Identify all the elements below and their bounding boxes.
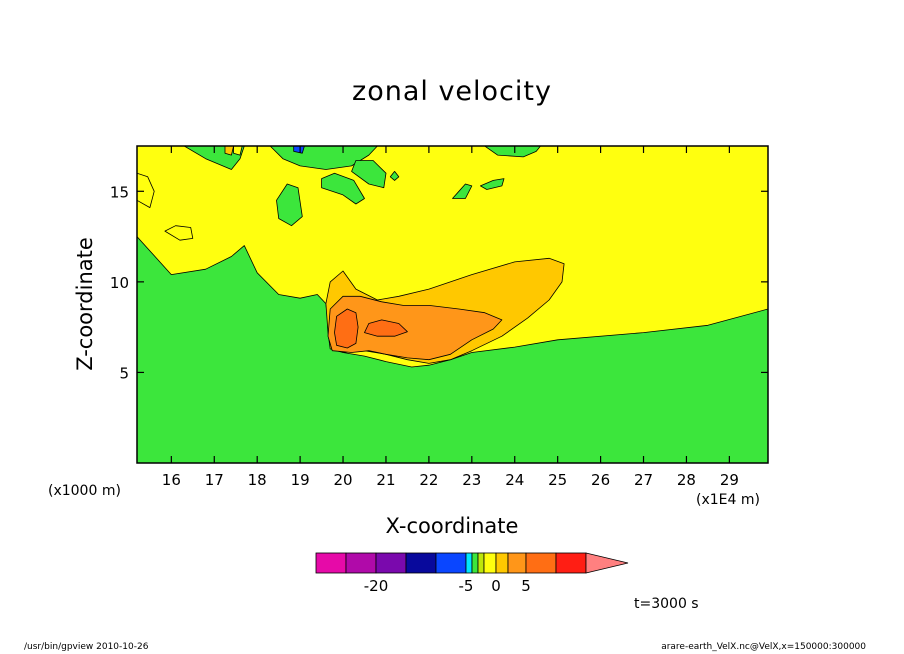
- colorbar-label: -5: [459, 577, 474, 595]
- contour-region-19: [389, 171, 400, 181]
- y-axis-label: Z-coordinate: [73, 237, 97, 371]
- x-tick-label: 21: [376, 471, 395, 489]
- x-axis-unit: (x1E4 m): [696, 492, 760, 508]
- x-tick-label: 22: [419, 471, 438, 489]
- x-axis-label: X-coordinate: [385, 514, 519, 538]
- x-tick-label: 25: [548, 471, 567, 489]
- x-tick-label: 20: [333, 471, 352, 489]
- colorbar-extend-arrow: [585, 552, 629, 574]
- colorbar-bin: [345, 552, 377, 574]
- footer-left: /usr/bin/gpview 2010-10-26: [24, 642, 149, 652]
- y-tick-label: 5: [119, 364, 129, 382]
- colorbar-bin: [555, 552, 587, 574]
- y-tick-label: 10: [110, 274, 129, 292]
- y-tick-label: 15: [110, 183, 129, 201]
- x-tick-label: 29: [720, 471, 739, 489]
- plot-frame: [136, 145, 769, 464]
- x-tick-label: 28: [677, 471, 696, 489]
- colorbar-bin: [315, 552, 347, 574]
- contour-region-10: [364, 319, 408, 337]
- colorbar-bin: [525, 552, 557, 574]
- x-tick-label: 18: [248, 471, 267, 489]
- colorbar-label: 0: [491, 577, 501, 595]
- footer-right: arare-earth_VelX.nc@VelX,x=150000:300000: [661, 642, 866, 652]
- x-tick-label: 19: [291, 471, 310, 489]
- colorbar-label: -20: [364, 577, 389, 595]
- colorbar: -20 -5 0 5: [315, 552, 629, 595]
- contour-region-23: [293, 146, 305, 154]
- colorbar-bin: [465, 552, 473, 574]
- contour-region-9: [334, 308, 359, 349]
- x-tick-label: 27: [634, 471, 653, 489]
- colorbar-bin: [477, 552, 485, 574]
- contour-region-24: [224, 146, 234, 156]
- contour-region-17: [452, 183, 473, 199]
- contour-region-21: [164, 225, 194, 241]
- contour-region-13: [484, 146, 541, 158]
- contour-region-18: [480, 178, 505, 190]
- y-axis-unit: (x1000 m): [48, 483, 121, 499]
- x-tick-label: 17: [205, 471, 224, 489]
- x-tick-label: 26: [591, 471, 610, 489]
- chart-title: zonal velocity: [352, 76, 552, 107]
- colorbar-bin: [507, 552, 527, 574]
- contour-region-20: [137, 172, 155, 208]
- x-tick-label: 23: [462, 471, 481, 489]
- colorbar-bin: [483, 552, 497, 574]
- x-tick-label: 24: [505, 471, 524, 489]
- colorbar-bin: [495, 552, 509, 574]
- contour-layer: [137, 146, 768, 463]
- colorbar-label: 5: [521, 577, 531, 595]
- contour-region-15: [321, 172, 365, 205]
- contour-region-16: [351, 160, 387, 189]
- contour-region-22: [233, 146, 243, 156]
- contour-region-6: [137, 236, 768, 463]
- axes: 16 17 18 19 20 21 22 23 24 25 26 27 28 29 5 10 15: [110, 146, 768, 489]
- contour-region-8: [327, 295, 503, 361]
- colorbar-bin: [375, 552, 407, 574]
- contour-region-14: [276, 183, 303, 227]
- colorbar-bin: [435, 552, 467, 574]
- time-label: t=3000 s: [634, 596, 699, 612]
- x-tick-label: 16: [162, 471, 181, 489]
- colorbar-bin: [405, 552, 437, 574]
- colorbar-bin: [471, 552, 479, 574]
